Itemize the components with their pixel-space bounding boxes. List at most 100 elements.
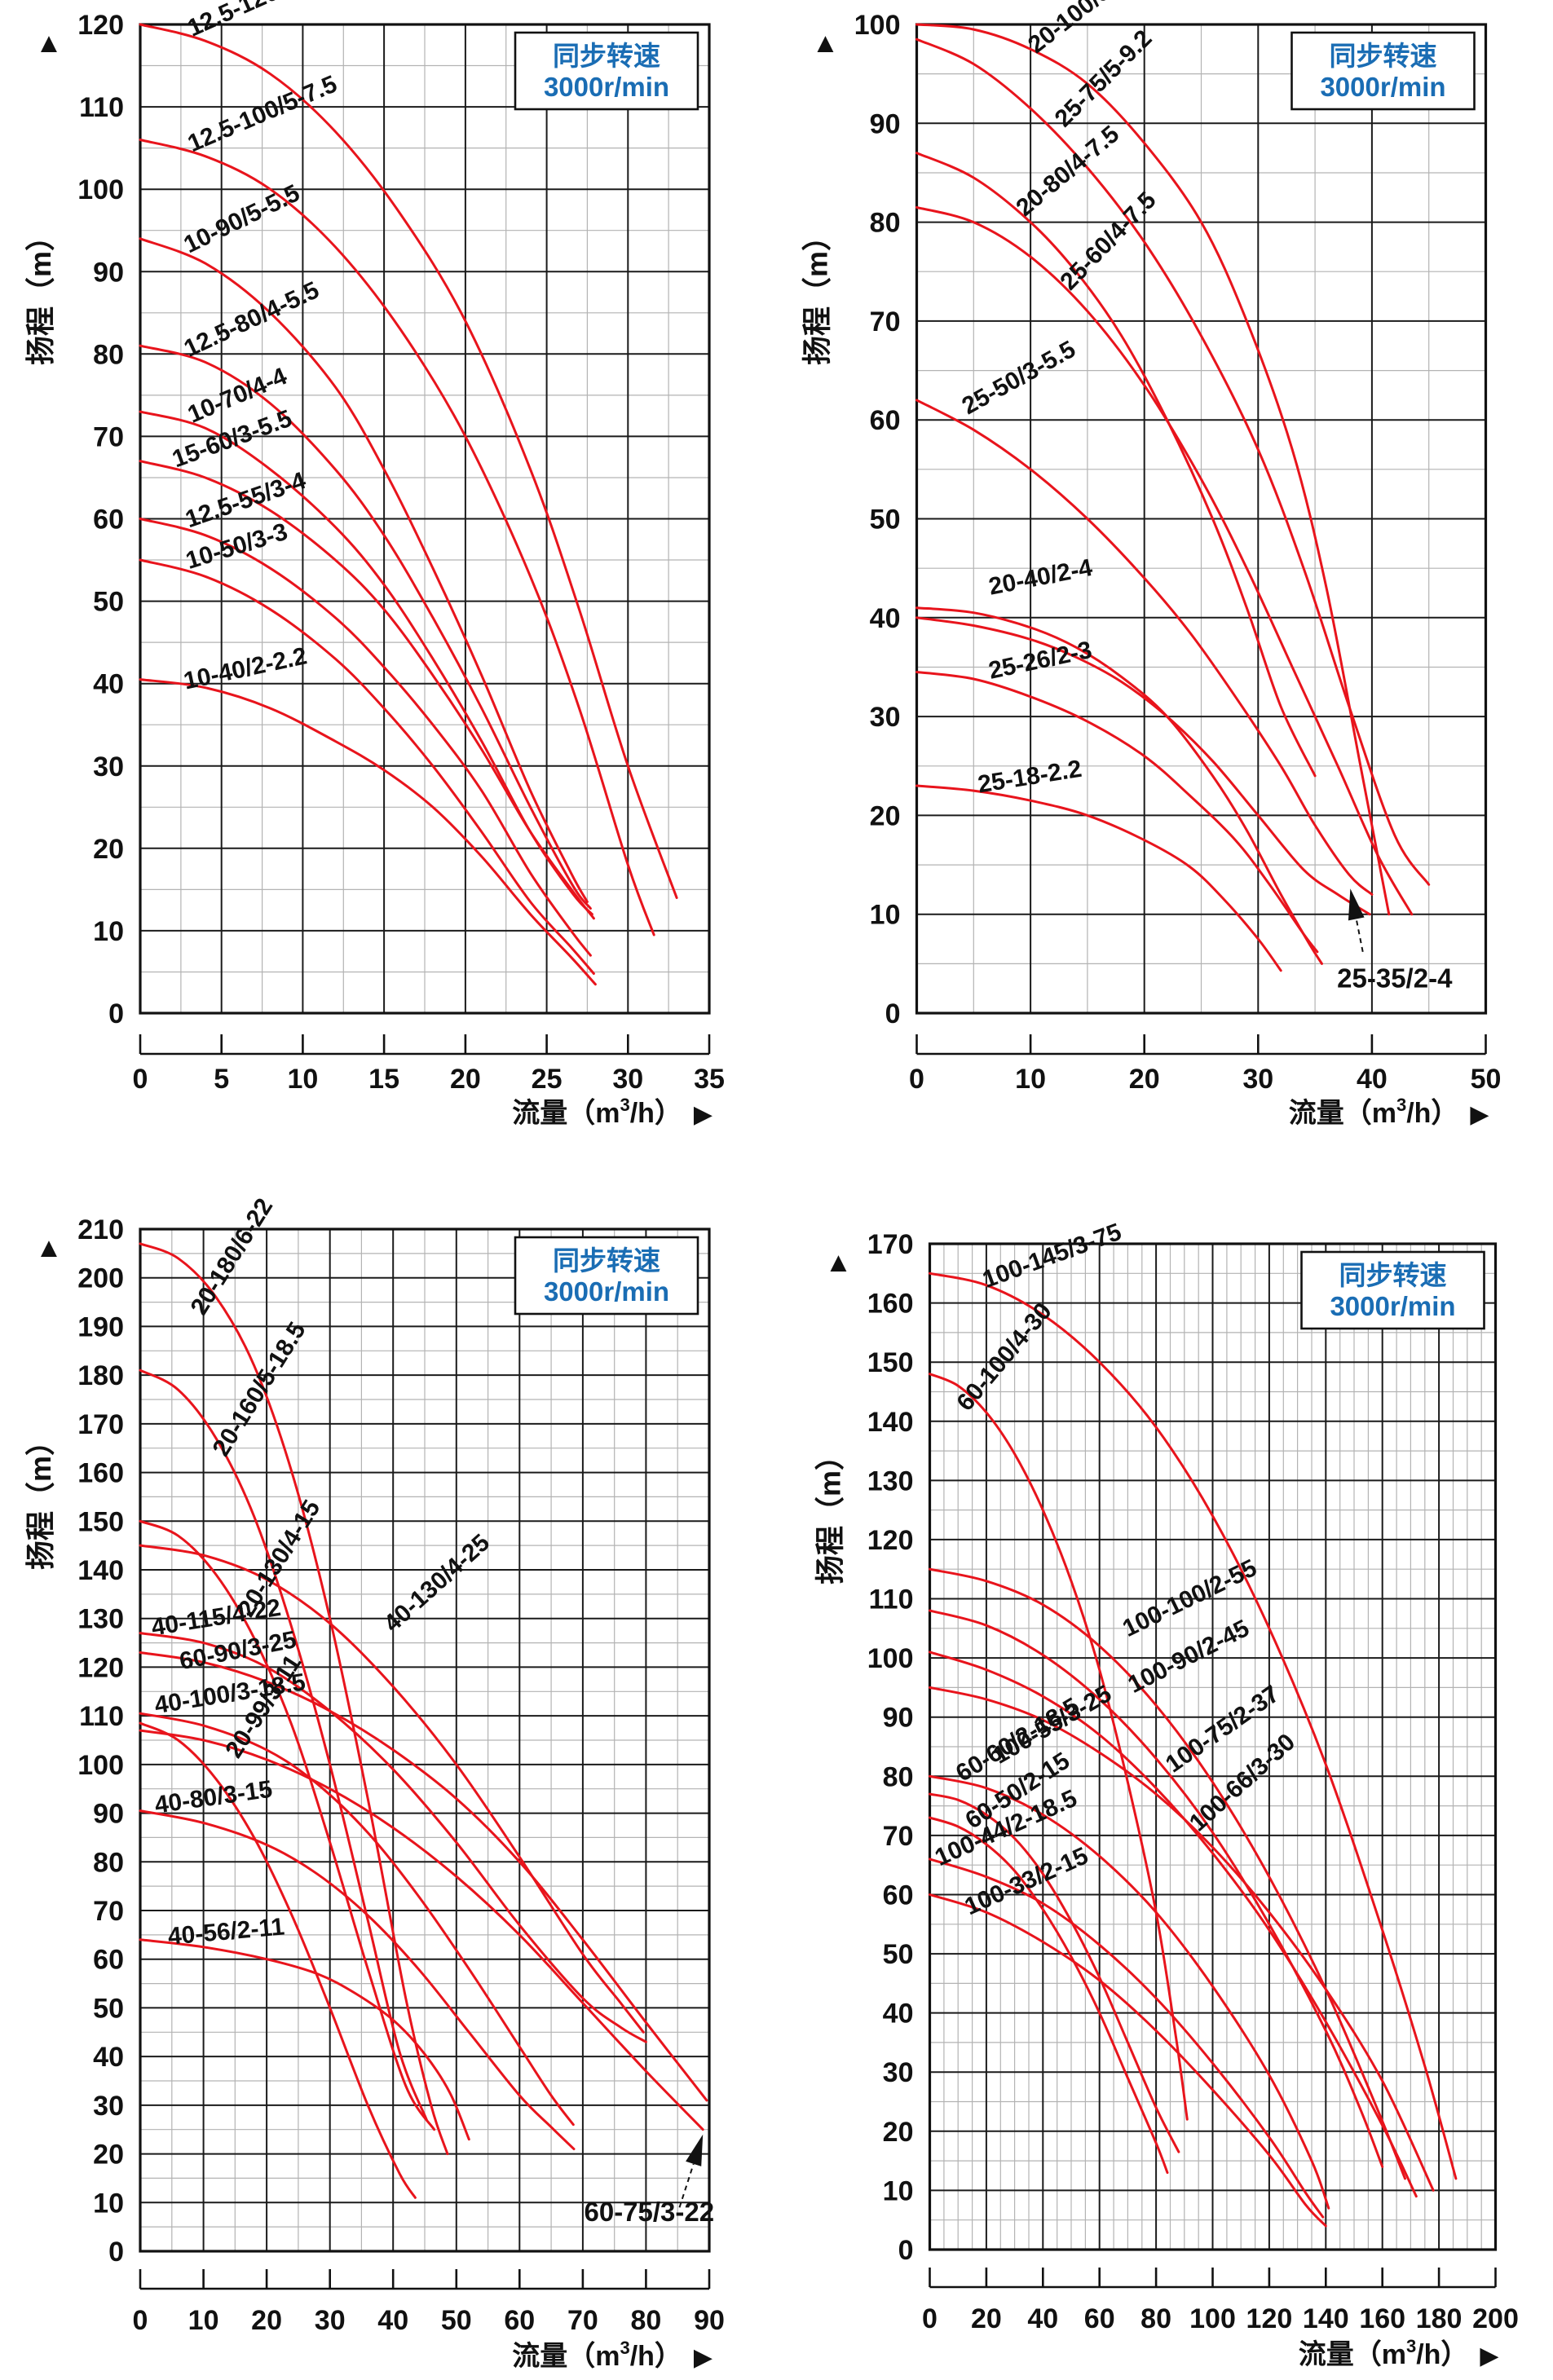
- curve-12.5-80/4-5.5: [139, 344, 592, 910]
- sync-speed-line1: 同步转速: [1330, 41, 1437, 71]
- plot-border: [928, 1242, 1498, 2251]
- curve-label-25-60/4-7.5: 25-60/4-7.5: [1055, 187, 1161, 295]
- x-tick-label: 60: [504, 2305, 535, 2336]
- y-tick-label: 0: [108, 998, 124, 1029]
- y-tick-label: 180: [77, 1360, 124, 1391]
- y-tick-labels: 0 10 20 30 40 50 60 70 80 90 100 110 120 130 140 150 160…: [867, 1229, 914, 2266]
- y-tick-label: 100: [854, 10, 901, 41]
- y-tick-label: 50: [883, 1939, 914, 1970]
- y-tick-label: 200: [77, 1263, 124, 1294]
- y-tick-label: 100: [867, 1643, 914, 1674]
- curve-label-20-40/2-4: 20-40/2-4: [986, 554, 1095, 601]
- y-tick-label: 90: [93, 257, 124, 288]
- x-tick-label: 25: [532, 1064, 563, 1095]
- sync-speed-line2: 3000r/min: [544, 72, 669, 102]
- curve-label-10-40/2-2.2: 10-40/2-2.2: [181, 642, 309, 694]
- annotation-60-75/3-22: 60-75/3-22: [584, 2134, 714, 2227]
- y-tick-label: 100: [77, 1750, 124, 1781]
- chart-svg-bottom-right: 0 10 20 30 40 50 60 70 80 90 100 110 120 130 140 150 160…: [814, 1219, 1519, 2370]
- y-tick-label: 140: [77, 1555, 124, 1586]
- plot-border: [915, 23, 1488, 1015]
- y-tick-label: 20: [93, 2140, 124, 2171]
- x-axis-title: 流量（m3/h） ▶: [512, 2338, 713, 2372]
- y-tick-label: 10: [93, 916, 124, 947]
- x-tick-labels: 0 10 20 30 40 50 60 70 80 90: [133, 2305, 725, 2336]
- x-tick-label: 70: [567, 2305, 598, 2336]
- curve-40-100/3-18.5: [139, 1712, 575, 2127]
- curve-40-130/4-25: [139, 1544, 645, 2034]
- grid-major: [915, 24, 1487, 1014]
- y-tick-label: 50: [93, 1993, 124, 2024]
- y-tick-label: 70: [93, 421, 124, 452]
- annotation-25-35/2-4: 25-35/2-4: [1337, 888, 1453, 994]
- sync-speed-line1: 同步转速: [553, 1245, 660, 1276]
- x-tick-label: 5: [214, 1064, 229, 1095]
- curve-40-56/2-11: [139, 1938, 470, 2141]
- x-tick-label: 90: [694, 2305, 725, 2336]
- curve-25-18-2.2: [915, 784, 1282, 972]
- y-tick-label: 150: [867, 1347, 914, 1378]
- curve-20-80/4-7.5: [915, 152, 1317, 778]
- y-tick-label: 160: [867, 1289, 914, 1320]
- x-tick-label: 200: [1472, 2303, 1519, 2334]
- y-tick-label: 50: [93, 587, 124, 618]
- y-axis-arrow-icon: ▲: [812, 28, 840, 59]
- y-axis-title: 扬程（m）: [814, 1441, 847, 1584]
- x-tick-label: 80: [1140, 2303, 1171, 2334]
- x-tick-labels: 0 5 10 15 20 25 30 35: [133, 1064, 725, 1095]
- y-tick-label: 0: [885, 998, 901, 1029]
- y-tick-label: 50: [870, 505, 901, 536]
- x-tick-label: 10: [287, 1064, 318, 1095]
- x-tick-label: 40: [1027, 2303, 1058, 2334]
- y-tick-label: 190: [77, 1311, 124, 1342]
- x-tick-label: 60: [1084, 2303, 1115, 2334]
- x-tick-label: 0: [909, 1064, 924, 1095]
- annotation-arrowhead-icon: [686, 2134, 704, 2166]
- y-tick-label: 80: [883, 1761, 914, 1792]
- curve-20-130/4-15: [139, 1519, 436, 2131]
- y-tick-labels: 0 10 20 30 40 50 60 70 80 90 100: [854, 10, 901, 1029]
- y-tick-label: 20: [870, 800, 901, 831]
- y-tick-label: 160: [77, 1458, 124, 1489]
- curve-label-20-180/6-22: 20-180/6-22: [186, 1194, 279, 1320]
- x-axis-title: 流量（m3/h） ▶: [1289, 1095, 1489, 1129]
- y-tick-label: 30: [93, 2091, 124, 2122]
- x-tick-labels: 0 20 40 60 80 100 120 140 160 180 200: [922, 2303, 1519, 2334]
- x-tick-label: 140: [1303, 2303, 1349, 2334]
- curve-100-55/3-25: [929, 1774, 1330, 2210]
- annotation-arrow-line: [1355, 919, 1364, 952]
- x-axis-title: 流量（m3/h） ▶: [1299, 2336, 1499, 2370]
- curve-20-160/5-18.5: [139, 1368, 428, 2122]
- x-tick-label: 35: [694, 1064, 725, 1095]
- curve-100-145/3-75: [929, 1272, 1458, 2180]
- y-tick-label: 120: [77, 10, 124, 41]
- x-tick-label: 0: [133, 2305, 148, 2336]
- y-tick-label: 40: [883, 1999, 914, 2030]
- y-tick-label: 60: [883, 1880, 914, 1911]
- y-tick-label: 10: [93, 2188, 124, 2219]
- curve-label-15-60/3-5.5: 15-60/3-5.5: [169, 405, 295, 473]
- y-tick-label: 130: [867, 1465, 914, 1496]
- curve-100-66/3-30: [929, 1686, 1435, 2192]
- curve-labels: 20-100/5-9.225-75/5-9.220-80/4-7.525-60/…: [958, 0, 1162, 798]
- x-axis-bracket: [139, 2269, 711, 2290]
- y-tick-labels: 0 10 20 30 40 50 60 70 80 90 100 110 120 130 140 150 160…: [77, 1214, 124, 2268]
- y-tick-label: 20: [883, 2117, 914, 2148]
- curve-20-100/5-9.2: [915, 23, 1391, 916]
- curve-label-20-80/4-7.5: 20-80/4-7.5: [1011, 121, 1124, 222]
- y-tick-label: 10: [883, 2175, 914, 2206]
- y-tick-label: 30: [883, 2057, 914, 2088]
- curve-label-20-160/5-18.5: 20-160/5-18.5: [208, 1317, 311, 1461]
- y-tick-label: 170: [867, 1229, 914, 1260]
- x-axis-bracket: [929, 2268, 1497, 2289]
- sync-speed-line1: 同步转速: [1339, 1260, 1447, 1290]
- curve-25-75/5-9.2: [915, 37, 1431, 886]
- y-tick-label: 30: [93, 751, 124, 782]
- x-tick-label: 160: [1359, 2303, 1405, 2334]
- curve-label-25-75/5-9.2: 25-75/5-9.2: [1050, 25, 1158, 133]
- curve-10-90/5-5.5: [139, 237, 589, 903]
